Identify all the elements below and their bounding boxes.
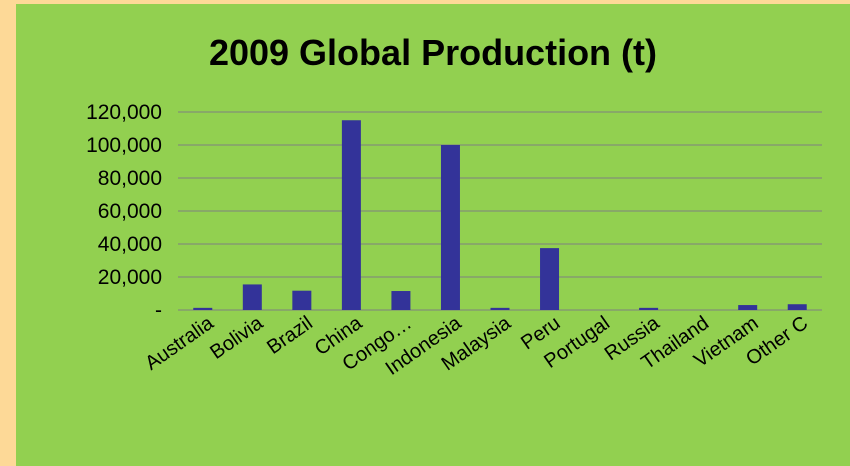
bar [242,284,262,310]
bar [341,120,361,310]
x-tick-label: Australia [141,312,218,375]
y-tick-label: 100,000 [86,134,162,157]
bar-chart: - 20,000 40,000 60,000 80,000 100,000 120,000 A… [86,101,822,380]
bar [440,145,460,310]
bar [490,307,510,310]
bar [193,307,213,310]
chart-panel: 2009 Global Production (t) - 20,000 40,000… [16,4,850,466]
y-tick-label: 80,000 [98,167,162,190]
x-tick-label: Bolivia [206,312,268,364]
bar [391,291,411,310]
y-tick-label: 40,000 [98,233,162,256]
bar [738,305,758,310]
bar [292,290,312,310]
y-tick-label: - [155,299,162,322]
x-tick-label: Brazil [263,312,317,359]
chart-title: 2009 Global Production (t) [208,32,658,73]
y-tick-label: 60,000 [98,200,162,223]
bar [787,304,807,310]
y-tick-label: 20,000 [98,266,162,289]
bar [540,248,560,310]
bar [639,307,659,310]
y-tick-label: 120,000 [86,101,162,124]
